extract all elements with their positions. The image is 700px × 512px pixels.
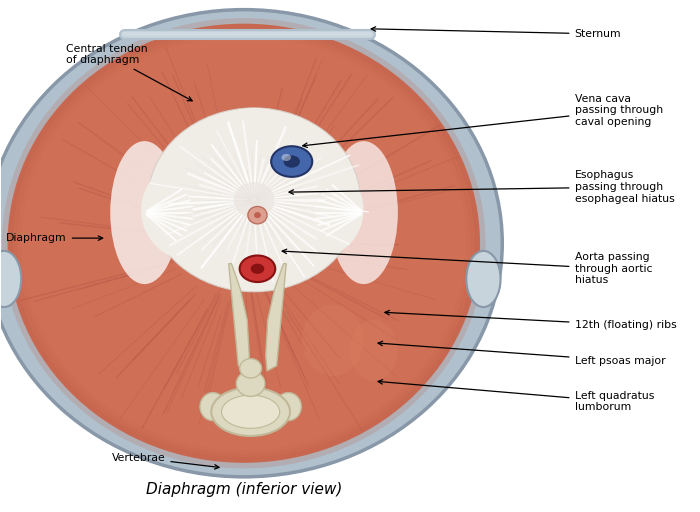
Circle shape [239,255,275,282]
Ellipse shape [330,141,398,284]
Ellipse shape [350,320,398,381]
Ellipse shape [302,305,363,376]
Ellipse shape [211,388,290,436]
Ellipse shape [236,371,265,396]
Text: Central tendon
of diaphragm: Central tendon of diaphragm [66,44,192,101]
Ellipse shape [221,395,280,429]
Ellipse shape [0,251,21,307]
Ellipse shape [111,141,178,284]
Polygon shape [266,264,286,371]
Ellipse shape [234,182,274,218]
Ellipse shape [8,24,480,463]
Polygon shape [229,264,249,371]
Text: Diaphragm: Diaphragm [6,233,103,243]
Text: Left psoas major: Left psoas major [378,341,665,366]
Ellipse shape [267,162,363,259]
Ellipse shape [141,159,244,261]
Ellipse shape [275,393,301,421]
Text: Vertebrae: Vertebrae [111,453,219,469]
Ellipse shape [254,212,261,218]
Circle shape [281,154,291,161]
Ellipse shape [0,10,503,477]
Circle shape [251,264,265,274]
Text: Aorta passing
through aortic
hiatus: Aorta passing through aortic hiatus [282,249,652,285]
Ellipse shape [466,251,500,307]
Ellipse shape [248,206,267,224]
Text: Left quadratus
lumborum: Left quadratus lumborum [378,379,654,412]
Text: Diaphragm (inferior view): Diaphragm (inferior view) [146,482,342,497]
Text: Sternum: Sternum [371,27,621,39]
Circle shape [271,146,312,177]
Text: Vena cava
passing through
caval opening: Vena cava passing through caval opening [302,94,663,147]
Ellipse shape [199,108,309,189]
Ellipse shape [239,358,262,378]
Text: 12th (floating) ribs: 12th (floating) ribs [385,310,676,330]
Circle shape [284,156,300,167]
Ellipse shape [148,108,360,292]
Text: Esophagus
passing through
esophageal hiatus: Esophagus passing through esophageal hia… [289,170,674,204]
Ellipse shape [200,393,226,421]
